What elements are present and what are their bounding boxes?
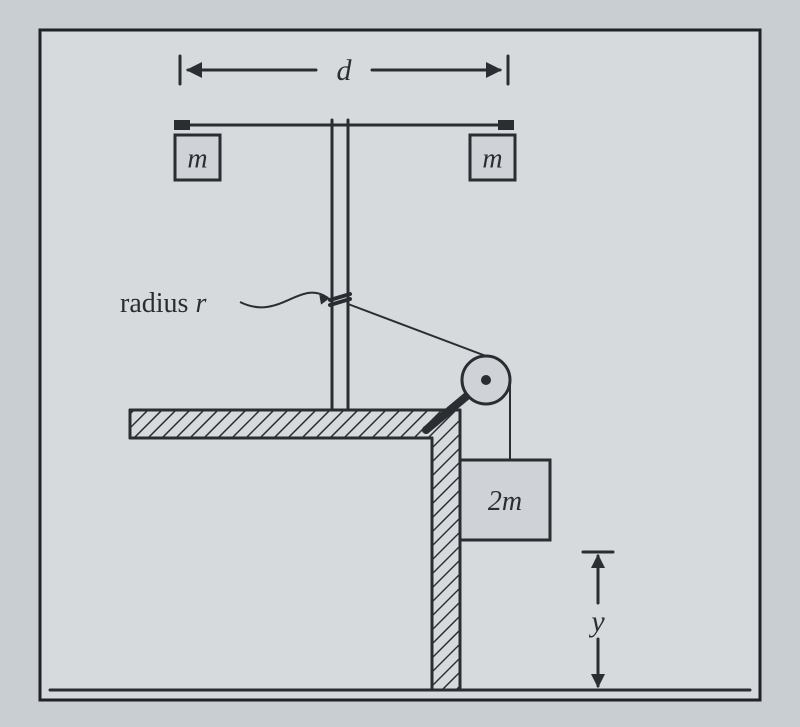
label-d: d bbox=[337, 54, 353, 87]
mass-m-right-label: m bbox=[482, 144, 502, 175]
figure-frame bbox=[40, 30, 760, 700]
physics-diagram: d m m radius r 2m y bbox=[0, 0, 800, 727]
label-2m: 2m bbox=[488, 486, 522, 517]
mass-m-left-label: m bbox=[187, 144, 207, 175]
label-y: y bbox=[588, 605, 605, 638]
label-radius-r: radius r bbox=[120, 288, 206, 319]
